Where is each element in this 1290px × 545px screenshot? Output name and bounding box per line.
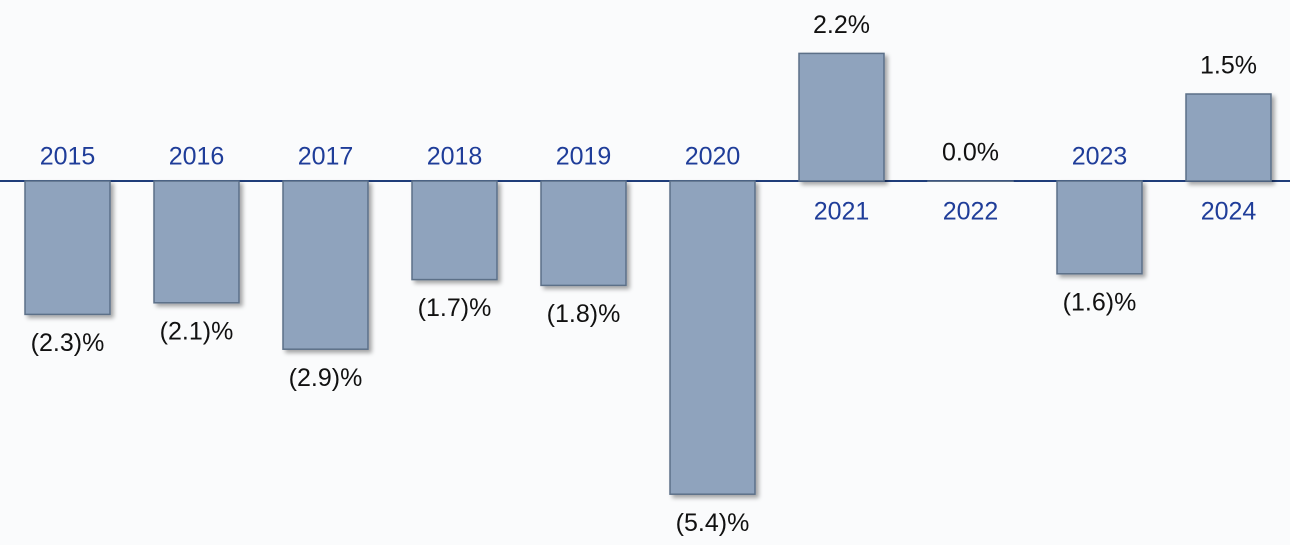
category-label: 2019 xyxy=(556,143,612,171)
value-label: (5.4)% xyxy=(676,509,750,537)
value-label: 0.0% xyxy=(942,139,999,167)
value-label: (2.9)% xyxy=(289,364,363,392)
value-label: 2.2% xyxy=(813,11,870,39)
bar xyxy=(927,180,1014,183)
bar xyxy=(1185,93,1272,182)
category-label: 2018 xyxy=(427,143,483,171)
value-label: (2.3)% xyxy=(31,329,105,357)
category-label: 2022 xyxy=(943,198,999,226)
bar xyxy=(153,180,240,304)
bar xyxy=(1056,180,1143,275)
category-label: 2021 xyxy=(814,198,870,226)
category-label: 2016 xyxy=(169,143,225,171)
bar xyxy=(669,180,756,495)
category-label: 2015 xyxy=(40,143,96,171)
category-label: 2024 xyxy=(1201,198,1257,226)
value-label: (2.1)% xyxy=(160,317,234,345)
bar xyxy=(798,52,885,182)
bar xyxy=(24,180,111,316)
category-label: 2023 xyxy=(1072,143,1128,171)
value-label: 1.5% xyxy=(1200,52,1257,80)
category-label: 2020 xyxy=(685,143,741,171)
bar xyxy=(540,180,627,287)
bar xyxy=(411,180,498,281)
category-label: 2017 xyxy=(298,143,354,171)
value-label: (1.7)% xyxy=(418,294,492,322)
bar xyxy=(282,180,369,350)
value-label: (1.8)% xyxy=(547,300,621,328)
value-label: (1.6)% xyxy=(1063,288,1137,316)
